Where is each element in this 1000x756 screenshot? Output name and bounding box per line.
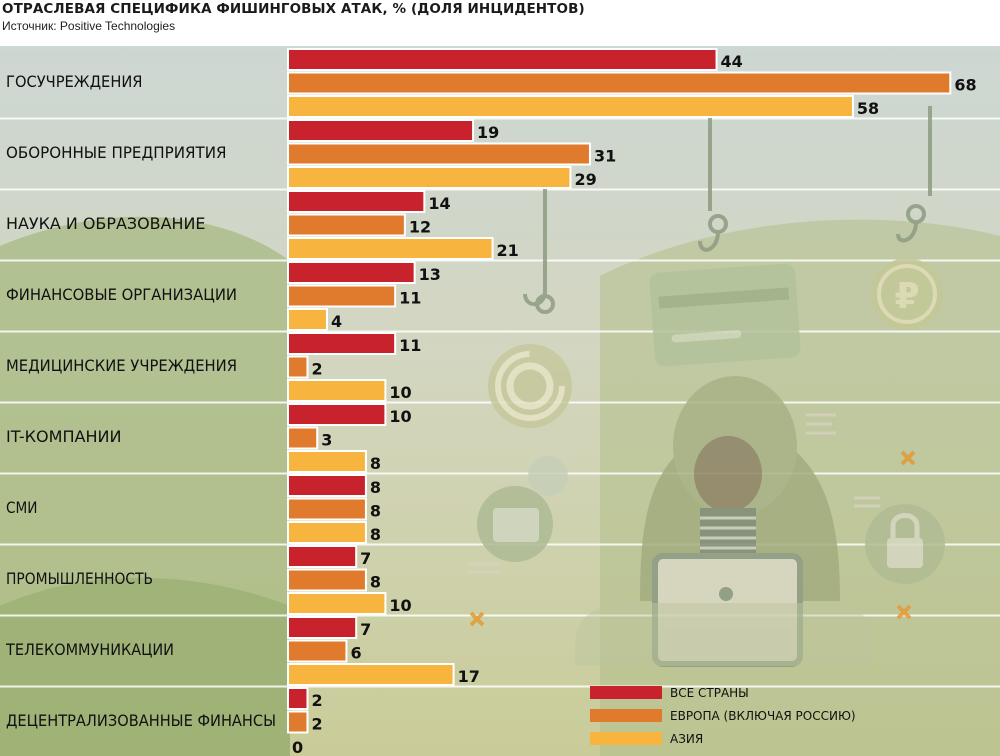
data-label: 8 xyxy=(370,502,381,521)
bar-all-countries xyxy=(287,261,416,284)
data-label: 8 xyxy=(370,478,381,497)
data-label: 11 xyxy=(399,289,421,308)
data-label: 4 xyxy=(331,312,342,331)
bar-asia xyxy=(287,95,854,118)
bar-europe xyxy=(287,568,367,592)
bar-europe xyxy=(287,426,319,450)
bar-asia xyxy=(287,166,572,189)
bar-europe xyxy=(287,213,406,237)
category-label: ТЕЛЕКОММУНИКАЦИИ xyxy=(5,640,174,659)
category-label: ДЕЦЕНТРАЛИЗОВАННЫЕ ФИНАНСЫ xyxy=(6,711,276,730)
bar-asia xyxy=(287,308,328,331)
bar-all-countries xyxy=(287,332,397,355)
legend-swatch xyxy=(590,732,662,745)
category-label: ФИНАНСОВЫЕ ОРГАНИЗАЦИИ xyxy=(6,285,237,304)
bars xyxy=(287,48,952,734)
data-label: 10 xyxy=(389,596,411,615)
ruble-coin-icon: ₽ xyxy=(871,258,943,330)
bar-europe xyxy=(287,710,309,734)
data-label: 10 xyxy=(389,407,411,426)
legend-label: ВСЕ СТРАНЫ xyxy=(670,686,749,700)
bar-all-countries xyxy=(287,403,387,426)
data-label: 44 xyxy=(721,52,743,71)
bar-europe xyxy=(287,497,367,521)
data-label: 7 xyxy=(360,620,371,639)
data-label: 2 xyxy=(311,715,322,734)
chart-title: ОТРАСЛЕВАЯ СПЕЦИФИКА ФИШИНГОВЫХ АТАК, % … xyxy=(2,1,585,17)
bar-europe xyxy=(287,142,591,166)
legend-swatch xyxy=(590,709,662,722)
data-label: 8 xyxy=(370,573,381,592)
category-label: ОБОРОННЫЕ ПРЕДПРИЯТИЯ xyxy=(6,143,227,162)
value-labels: 44 68 58 19 31 29 14 12 21 13 11 4 11 2 10 10 3 8 8 8 8 7 8 10 7… xyxy=(292,52,977,756)
data-label: 8 xyxy=(370,525,381,544)
legend-label: АЗИЯ xyxy=(670,732,703,746)
category-labels: ГОСУЧРЕЖДЕНИЯ ОБОРОННЫЕ ПРЕДПРИЯТИЯ НАУКА … xyxy=(5,72,276,730)
at-sign-icon xyxy=(488,344,572,428)
fishing-hook-icon xyxy=(523,106,932,314)
category-label: НАУКА И ОБРАЗОВАНИЕ xyxy=(6,214,206,233)
data-label: 2 xyxy=(311,360,322,379)
data-label: 7 xyxy=(360,549,371,568)
category-label: ГОСУЧРЕЖДЕНИЯ xyxy=(6,72,143,91)
category-label: МЕДИЦИНСКИЕ УЧРЕЖДЕНИЯ xyxy=(6,356,237,375)
bar-all-countries xyxy=(287,687,309,710)
legend-swatch xyxy=(590,686,662,699)
bar-asia xyxy=(287,592,387,615)
data-label: 6 xyxy=(350,644,361,663)
bar-all-countries xyxy=(287,48,718,71)
data-label: 31 xyxy=(594,147,616,166)
data-label: 19 xyxy=(477,123,499,142)
credit-card-icon xyxy=(649,263,801,367)
data-label: 14 xyxy=(428,194,450,213)
data-label: 13 xyxy=(419,265,441,284)
chart-source: Источник: Positive Technologies xyxy=(2,19,176,33)
bar-all-countries xyxy=(287,545,358,568)
padlock-icon xyxy=(865,504,945,584)
data-label: 3 xyxy=(321,431,332,450)
data-label: 11 xyxy=(399,336,421,355)
bar-chart: ₽ xyxy=(0,46,1000,756)
bar-europe xyxy=(287,284,397,308)
hacker-illustration: ₽ xyxy=(468,106,945,667)
chart-area: ₽ xyxy=(0,46,1000,756)
header: ОТРАСЛЕВАЯ СПЕЦИФИКА ФИШИНГОВЫХ АТАК, % … xyxy=(0,0,1000,46)
bar-europe xyxy=(287,355,309,379)
bar-europe xyxy=(287,639,348,663)
bar-europe xyxy=(287,71,952,95)
legend-label: ЕВРОПА (ВКЛЮЧАЯ РОССИЮ) xyxy=(670,709,856,723)
data-label: 21 xyxy=(497,241,519,260)
bar-all-countries xyxy=(287,616,358,639)
data-label: 8 xyxy=(370,454,381,473)
laptop-icon xyxy=(575,553,875,667)
data-label: 17 xyxy=(458,667,480,686)
data-label: 2 xyxy=(311,691,322,710)
bar-asia xyxy=(287,450,367,473)
data-label: 12 xyxy=(409,218,431,237)
data-label: 10 xyxy=(389,383,411,402)
data-label: 29 xyxy=(574,170,596,189)
category-label: СМИ xyxy=(6,498,38,517)
cross-mark-icon xyxy=(469,450,916,627)
category-label: ПРОМЫШЛЕННОСТЬ xyxy=(6,569,153,588)
list-icon xyxy=(468,413,880,574)
data-label: 58 xyxy=(857,99,879,118)
category-label: IT-КОМПАНИИ xyxy=(6,427,122,446)
legend: ВСЕ СТРАНЫ ЕВРОПА (ВКЛЮЧАЯ РОССИЮ) АЗИЯ xyxy=(590,686,856,746)
wallet-icon xyxy=(477,456,568,562)
svg-text:₽: ₽ xyxy=(894,276,919,317)
bar-all-countries xyxy=(287,190,426,213)
bar-asia xyxy=(287,379,387,402)
data-label: 68 xyxy=(954,76,976,95)
bar-asia xyxy=(287,663,455,686)
bar-asia xyxy=(287,521,367,544)
bar-all-countries xyxy=(287,474,367,497)
data-label: 0 xyxy=(292,738,303,756)
bar-asia xyxy=(287,237,494,260)
bar-all-countries xyxy=(287,119,475,142)
